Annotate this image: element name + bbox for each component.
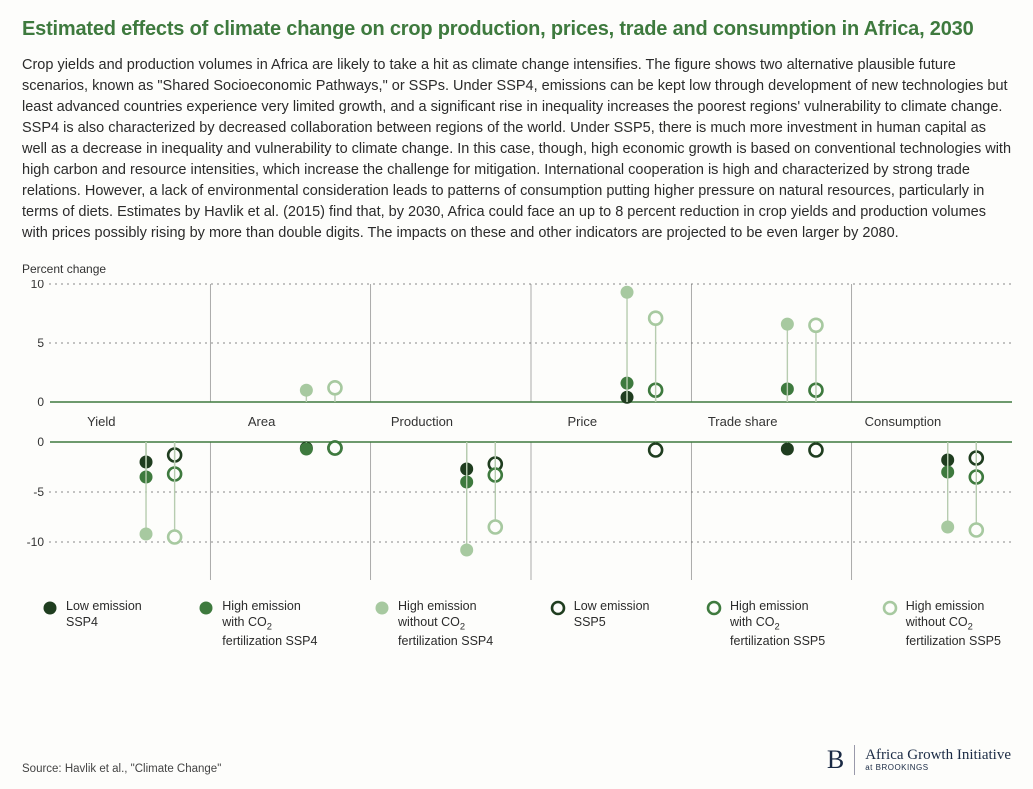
legend-item: High emissionwithout CO2fertilization SS… <box>882 598 1001 649</box>
brookings-logo: B Africa Growth Initiative at BROOKINGS <box>827 745 1011 775</box>
svg-text:Production: Production <box>391 414 453 429</box>
logo-letter-b: B <box>827 745 855 775</box>
legend-item: Low emissionSSP5 <box>550 598 650 649</box>
svg-text:0: 0 <box>37 435 44 449</box>
legend-swatch-icon <box>550 600 566 616</box>
legend-item: High emissionwithout CO2fertilization SS… <box>374 598 493 649</box>
legend-swatch-icon <box>706 600 722 616</box>
legend-swatch-icon <box>198 600 214 616</box>
dot-chart: 05100-5-10-15YieldAreaProductionPriceTra… <box>22 280 1012 580</box>
svg-text:Price: Price <box>567 414 597 429</box>
svg-text:10: 10 <box>31 280 45 291</box>
legend-swatch-icon <box>42 600 58 616</box>
chart-legend: Low emissionSSP4 High emissionwith CO2fer… <box>22 598 1011 649</box>
logo-main-text: Africa Growth Initiative <box>865 748 1011 764</box>
legend-label: Low emissionSSP5 <box>574 598 650 631</box>
y-axis-label: Percent change <box>22 262 1011 276</box>
svg-text:Area: Area <box>248 414 276 429</box>
svg-text:Trade share: Trade share <box>708 414 778 429</box>
chart-svg: 05100-5-10-15YieldAreaProductionPriceTra… <box>22 280 1012 580</box>
legend-item: High emissionwith CO2fertilization SSP5 <box>706 598 825 649</box>
legend-swatch-icon <box>374 600 390 616</box>
legend-item: Low emissionSSP4 <box>42 598 142 649</box>
svg-text:-5: -5 <box>33 485 44 499</box>
svg-text:Yield: Yield <box>87 414 115 429</box>
svg-text:5: 5 <box>37 336 44 350</box>
svg-text:0: 0 <box>37 395 44 409</box>
source-citation: Source: Havlik et al., "Climate Change" <box>22 763 221 775</box>
legend-label: High emissionwithout CO2fertilization SS… <box>906 598 1001 649</box>
legend-swatch-icon <box>882 600 898 616</box>
legend-label: High emissionwith CO2fertilization SSP4 <box>222 598 317 649</box>
legend-item: High emissionwith CO2fertilization SSP4 <box>198 598 317 649</box>
legend-label: Low emissionSSP4 <box>66 598 142 631</box>
svg-text:-10: -10 <box>27 535 45 549</box>
logo-sub-text: at BROOKINGS <box>865 764 1011 772</box>
legend-label: High emissionwithout CO2fertilization SS… <box>398 598 493 649</box>
page-title: Estimated effects of climate change on c… <box>22 18 1011 41</box>
description-paragraph: Crop yields and production volumes in Af… <box>22 55 1011 244</box>
svg-text:Consumption: Consumption <box>865 414 942 429</box>
legend-label: High emissionwith CO2fertilization SSP5 <box>730 598 825 649</box>
